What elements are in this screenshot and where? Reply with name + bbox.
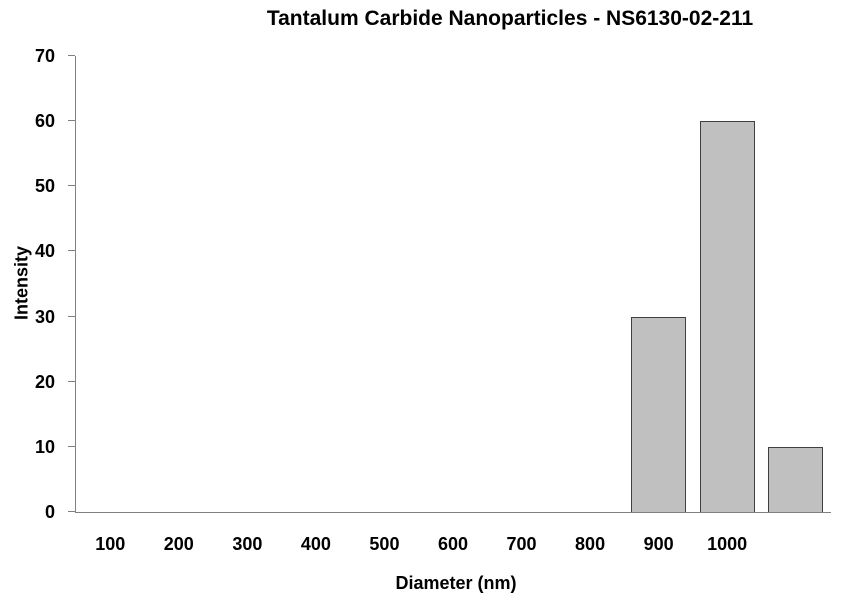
y-tick-mark — [68, 445, 75, 447]
x-tick-label: 300 — [232, 534, 263, 554]
y-tick-label: 10 — [34, 436, 55, 457]
x-tick-label: 500 — [369, 534, 400, 554]
x-tick-label: 200 — [163, 534, 194, 554]
y-tick-label: 20 — [34, 371, 55, 392]
x-tick-label: 100 — [95, 534, 126, 554]
bar-unlabeled — [768, 446, 824, 512]
chart-title: Tantalum Carbide Nanoparticles - NS6130-… — [266, 7, 754, 30]
bar-1000 — [699, 121, 755, 512]
y-tick-label: 40 — [34, 241, 55, 262]
y-tick-mark — [68, 315, 75, 317]
y-tick-mark — [68, 55, 75, 56]
y-tick-mark — [68, 380, 75, 382]
y-tick-label: 50 — [34, 176, 55, 197]
x-tick-label: 600 — [437, 534, 469, 554]
y-tick-mark — [68, 250, 75, 252]
y-tick-mark — [68, 185, 75, 187]
y-tick-label: 70 — [34, 46, 55, 66]
x-tick-label: 700 — [506, 534, 537, 554]
y-tick-label: 0 — [44, 502, 55, 522]
x-tick-label: 1000 — [707, 534, 748, 554]
y-axis-line — [75, 56, 76, 513]
x-tick-label: 900 — [643, 534, 674, 554]
y-tick-label: 30 — [34, 306, 55, 327]
x-axis-line — [75, 512, 831, 513]
y-tick-mark — [68, 511, 75, 512]
x-tick-label: 800 — [575, 534, 606, 554]
y-tick-label: 60 — [34, 111, 55, 132]
bar-900 — [631, 316, 687, 512]
y-tick-mark — [68, 120, 75, 122]
x-axis-title: Diameter (nm) — [395, 573, 517, 593]
x-tick-label: 400 — [300, 534, 331, 554]
